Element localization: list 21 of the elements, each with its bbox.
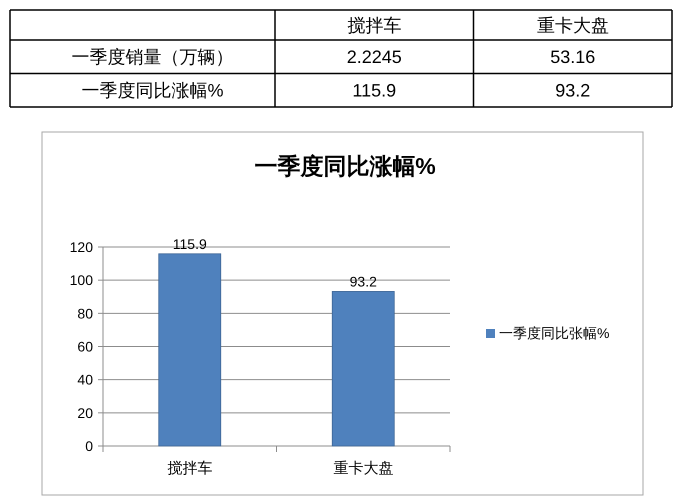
data-label: 115.9 — [172, 236, 207, 252]
y-tick-label: 20 — [77, 404, 94, 421]
y-tick-label: 一季度销量（万辆） — [72, 47, 234, 68]
data-label: 93.2 — [555, 80, 590, 101]
legend-label: 一季度同比张幅% — [499, 325, 610, 341]
x-tick-label: 搅拌车 — [347, 15, 402, 36]
y-tick-label: 0 — [85, 438, 94, 454]
y-tick-label: 100 — [70, 272, 94, 288]
y-tick-label: 120 — [70, 239, 94, 255]
x-tick-label: 重卡大盘 — [333, 460, 394, 477]
y-tick-label: 80 — [77, 305, 94, 322]
data-label: 93.2 — [350, 273, 378, 290]
data-label: 53.16 — [550, 47, 596, 68]
data-label: 2.2245 — [346, 47, 402, 68]
y-tick-label: 40 — [77, 372, 94, 388]
y-tick-label: 60 — [77, 338, 94, 354]
x-tick-label: 重卡大盘 — [536, 15, 609, 36]
data-label: 115.9 — [352, 80, 396, 101]
chart-title: 一季度同比涨幅% — [254, 153, 436, 179]
x-tick-label: 搅拌车 — [167, 460, 212, 477]
y-tick-label: 一季度同比涨幅% — [81, 80, 224, 101]
